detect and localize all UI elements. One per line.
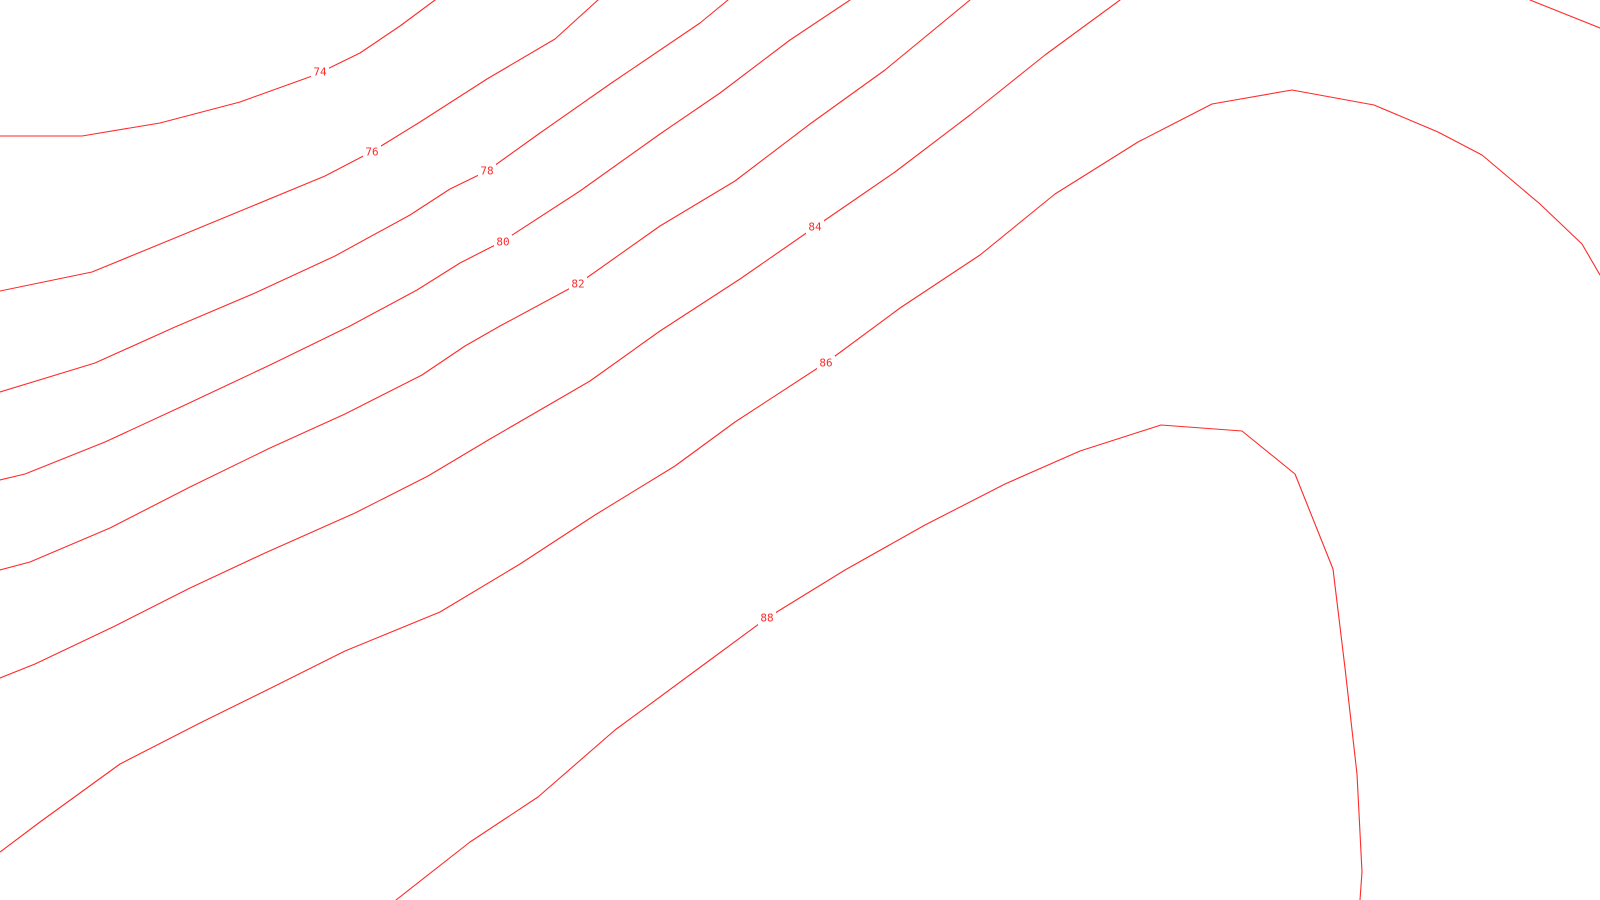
- contour-line-80: [0, 0, 851, 481]
- contour-label-78: 78: [480, 165, 493, 178]
- contour-label-76: 76: [365, 146, 378, 159]
- contour-label-background: [478, 164, 496, 178]
- contour-line-88: [395, 424, 1363, 900]
- contour-label-background: [806, 220, 824, 234]
- contour-line-86: [0, 89, 1600, 853]
- contour-label-80: 80: [496, 236, 509, 249]
- contour-label-88: 88: [760, 612, 773, 625]
- contour-label-background: [817, 356, 835, 370]
- contour-label-background: [363, 145, 381, 159]
- contour-label-background: [758, 611, 776, 625]
- contour-line-78: [0, 0, 729, 393]
- contour-label-background: [569, 277, 587, 291]
- contour-line-76: [0, 0, 599, 292]
- contour-label-background: [494, 235, 512, 249]
- contour-line-74: [0, 0, 436, 137]
- contour-line-84: [0, 0, 1121, 679]
- contour-label-84: 84: [808, 221, 822, 234]
- contour-label-74: 74: [313, 66, 327, 79]
- contour-line-72: [1529, 0, 1600, 29]
- contour-label-82: 82: [571, 278, 584, 291]
- contour-labels: 74 76 78 80 82 84 86 88: [311, 65, 835, 625]
- contour-label-background: [311, 65, 329, 79]
- contour-line-82: [0, 0, 971, 571]
- contour-label-86: 86: [819, 357, 832, 370]
